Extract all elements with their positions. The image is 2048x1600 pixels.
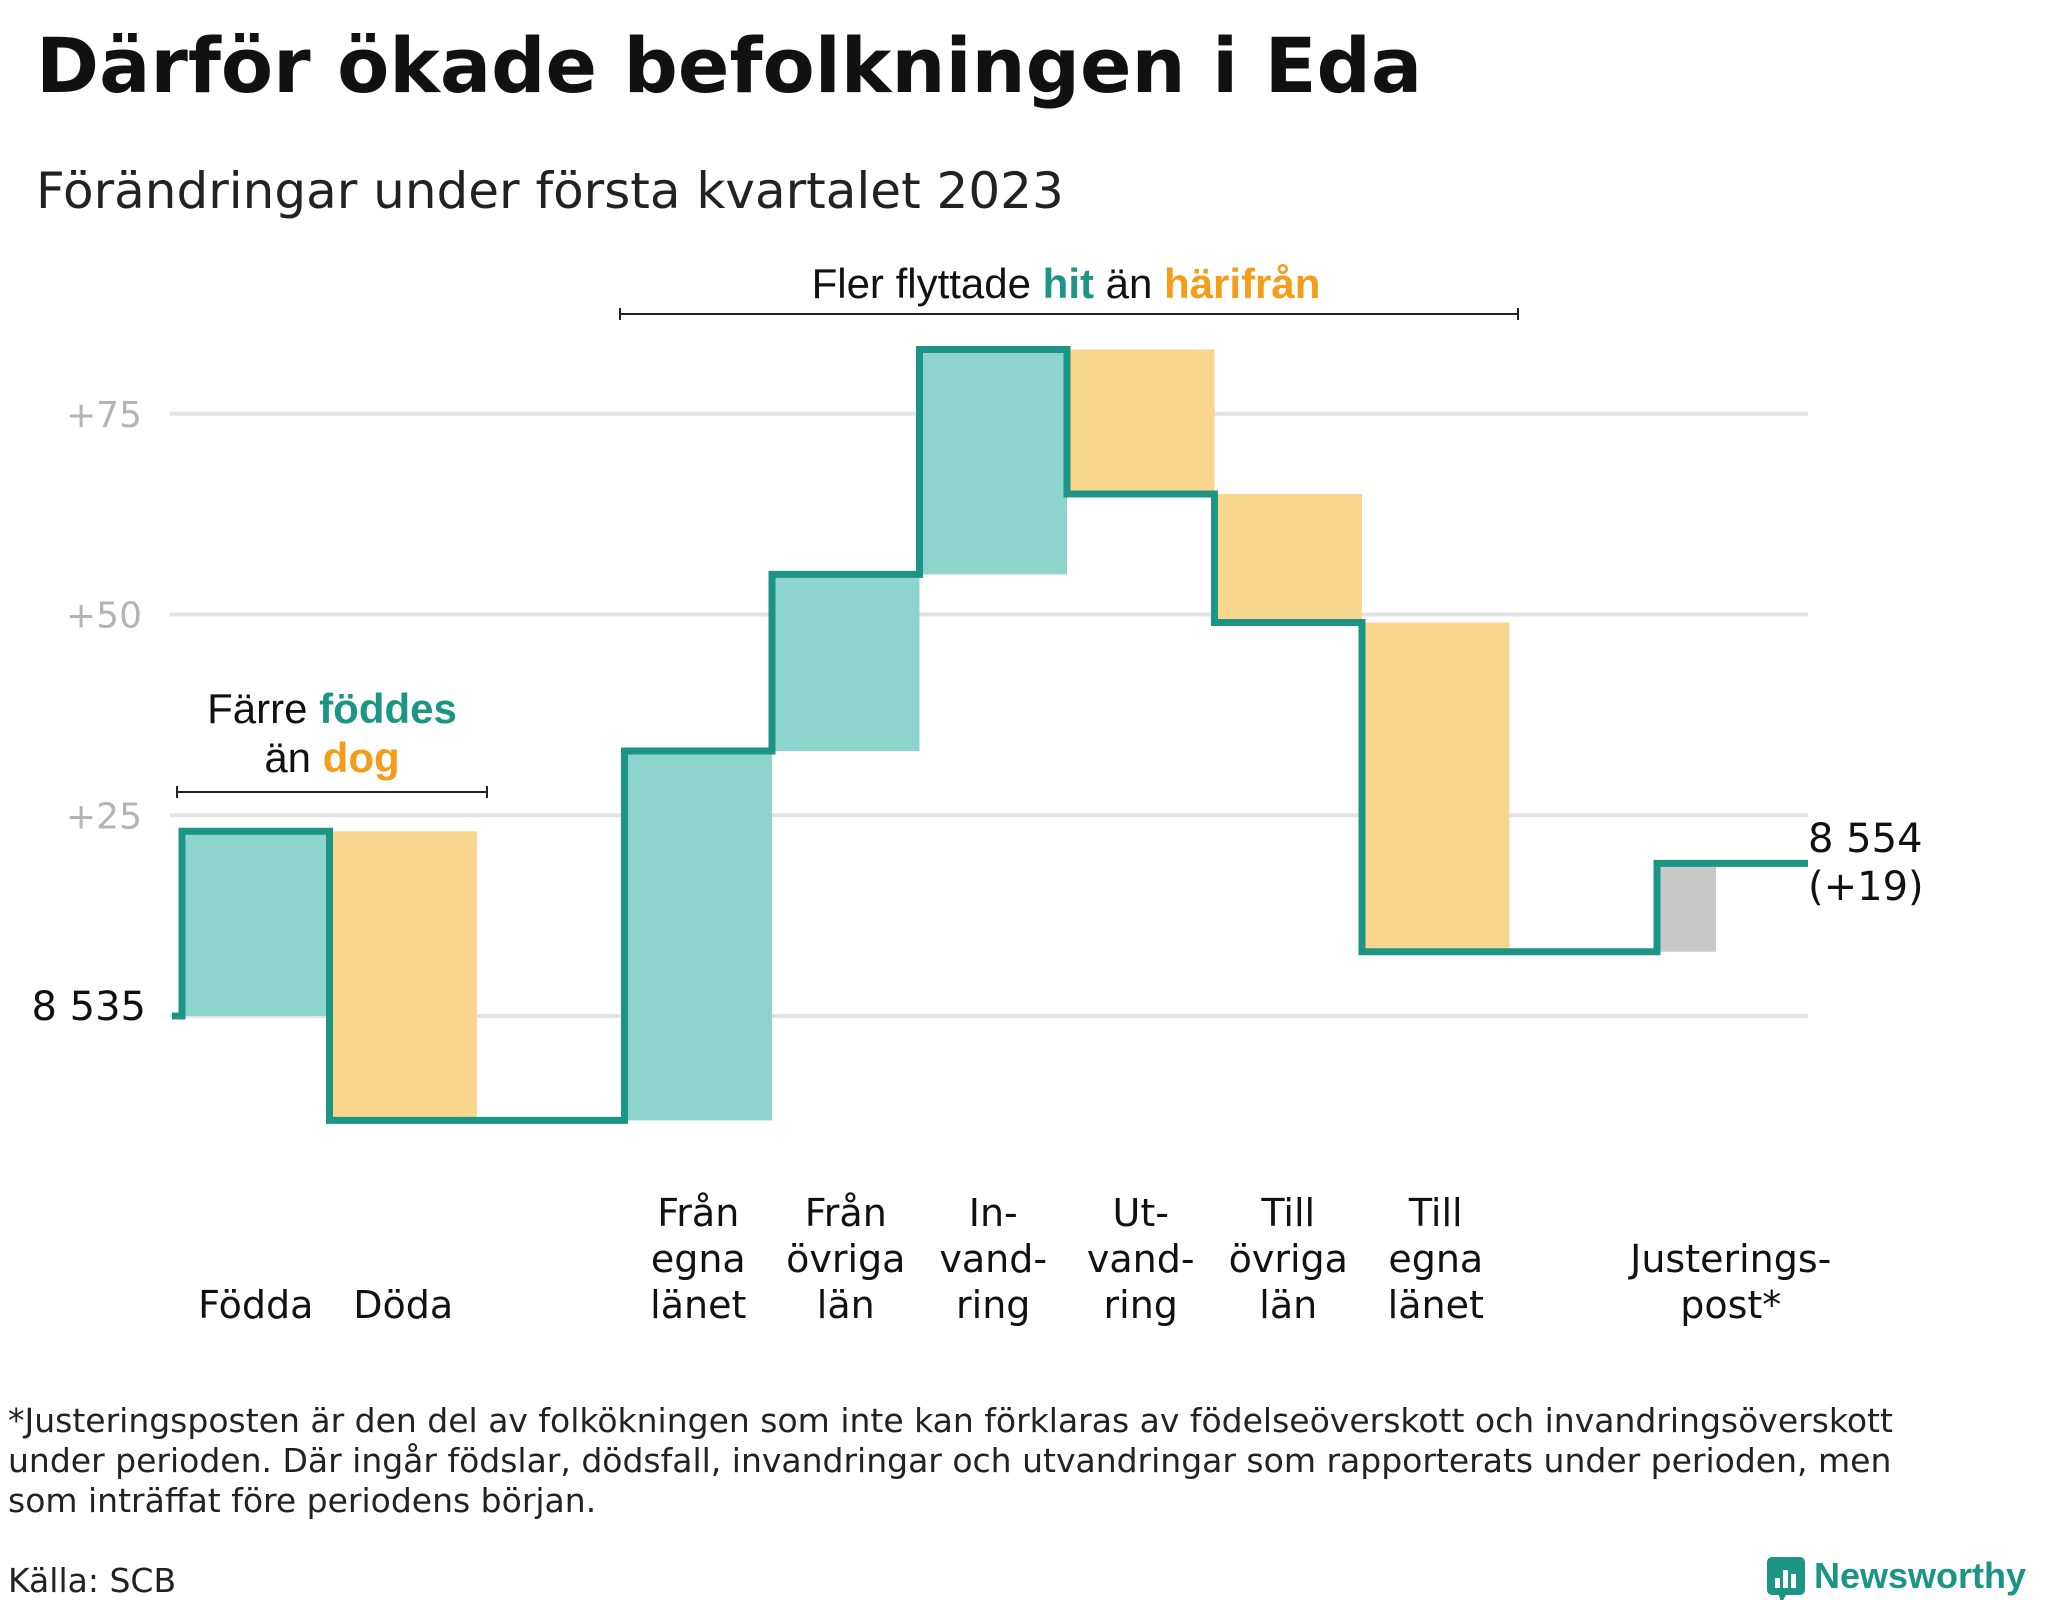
end-value-label: 8 554 bbox=[1808, 816, 1923, 862]
footnote: *Justeringsposten är den del av folkökni… bbox=[8, 1401, 1893, 1520]
x-label-10-0: Justerings- bbox=[1628, 1237, 1831, 1281]
waterfall-bars bbox=[182, 349, 1716, 1121]
x-label-8-2: länet bbox=[1388, 1283, 1484, 1327]
migration-annotation: Fler flyttade hit än härifrån bbox=[619, 260, 1519, 320]
bar-1 bbox=[329, 831, 477, 1121]
x-label-8-1: egna bbox=[1388, 1237, 1483, 1281]
newsworthy-logo: Newsworthy bbox=[1767, 1555, 2026, 1600]
x-label-7-2: län bbox=[1259, 1283, 1317, 1327]
bar-5 bbox=[919, 349, 1067, 575]
y-tick-label-1: +50 bbox=[66, 596, 142, 637]
x-label-4-0: Från bbox=[805, 1191, 887, 1235]
x-label-7-0: Till bbox=[1260, 1191, 1315, 1235]
chart-title: Därför ökade befolkningen i Eda bbox=[36, 21, 1422, 110]
migration-bracket bbox=[619, 308, 1519, 320]
bar-4 bbox=[772, 574, 920, 752]
x-label-3-0: Från bbox=[657, 1191, 739, 1235]
x-axis-labels: Födda DödaFrånegnalänetFrånövrigalänIn-va… bbox=[198, 1191, 1831, 1327]
newsworthy-logo-icon bbox=[1767, 1557, 1805, 1600]
x-label-3-1: egna bbox=[651, 1237, 746, 1281]
migration-annotation-text: Fler flyttade hit än härifrån bbox=[812, 260, 1321, 307]
x-label-6-2: ring bbox=[1104, 1283, 1178, 1327]
births-annotation: Färre föddes än dog bbox=[176, 685, 488, 798]
footnote-line-2: under perioden. Där ingår födslar, dödsf… bbox=[8, 1441, 1891, 1480]
x-label-5-2: ring bbox=[956, 1283, 1030, 1327]
footnote-line-1: *Justeringsposten är den del av folkökni… bbox=[8, 1401, 1893, 1440]
newsworthy-wordmark: Newsworthy bbox=[1814, 1555, 2026, 1596]
end-change-label: (+19) bbox=[1808, 864, 1924, 910]
x-label-4-2: län bbox=[817, 1283, 875, 1327]
y-axis-ticks: +25 +50 +75 bbox=[66, 395, 142, 838]
bar-7 bbox=[1214, 494, 1362, 623]
x-label-0-0: Födda bbox=[198, 1283, 313, 1327]
x-label-10-1: post* bbox=[1680, 1283, 1781, 1327]
bar-8 bbox=[1362, 622, 1510, 952]
footnote-line-3: som inträffat före periodens början. bbox=[8, 1481, 596, 1520]
x-label-5-1: vand- bbox=[939, 1237, 1047, 1281]
births-annotation-line2: än dog bbox=[264, 734, 399, 781]
x-label-7-1: övriga bbox=[1229, 1237, 1348, 1281]
x-label-6-1: vand- bbox=[1087, 1237, 1195, 1281]
cumulative-step-line bbox=[172, 346, 1808, 1124]
births-bracket bbox=[176, 786, 488, 798]
x-label-5-0: In- bbox=[969, 1191, 1018, 1235]
x-label-8-0: Till bbox=[1408, 1191, 1463, 1235]
bar-10 bbox=[1657, 863, 1716, 952]
bar-0 bbox=[182, 831, 330, 1016]
y-tick-label-0: +25 bbox=[66, 796, 142, 837]
x-label-6-0: Ut- bbox=[1113, 1191, 1169, 1235]
source-label: Källa: SCB bbox=[8, 1561, 176, 1600]
births-annotation-line1: Färre föddes bbox=[207, 685, 457, 732]
x-label-3-2: länet bbox=[650, 1283, 746, 1327]
chart-subtitle: Förändringar under första kvartalet 2023 bbox=[36, 162, 1064, 220]
bar-6 bbox=[1067, 349, 1215, 495]
bar-3 bbox=[624, 751, 772, 1121]
y-tick-label-2: +75 bbox=[66, 395, 142, 436]
start-value-label: 8 535 bbox=[31, 984, 146, 1030]
x-label-4-1: övriga bbox=[786, 1237, 905, 1281]
x-label-1-0: Döda bbox=[353, 1283, 453, 1327]
